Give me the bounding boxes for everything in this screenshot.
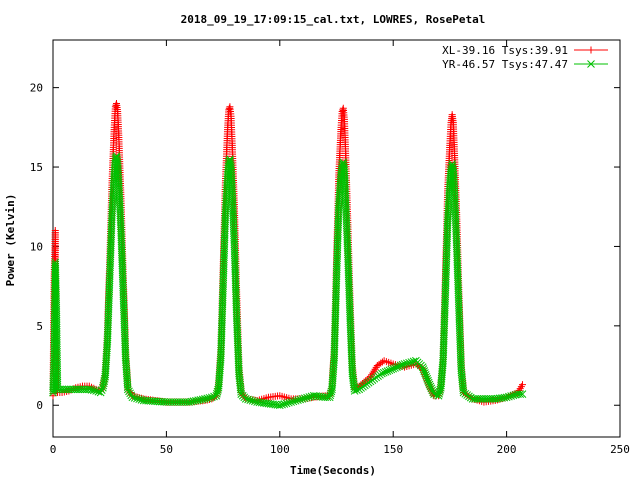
legend-label: YR-46.57 Tsys:47.47 (442, 58, 568, 71)
series-point (287, 398, 295, 406)
series-layer (49, 100, 527, 410)
series-point (296, 395, 305, 404)
series-point (189, 397, 198, 406)
series-point (244, 395, 252, 404)
series-point (426, 382, 435, 391)
series-point (123, 385, 132, 394)
x-tick-label: 250 (610, 443, 630, 456)
series-point (282, 399, 291, 408)
series-point (419, 365, 428, 373)
series-point (203, 394, 212, 403)
series-point (338, 107, 346, 115)
series-point (96, 388, 105, 397)
series-point (237, 387, 245, 396)
series-point (194, 396, 203, 405)
series-point (248, 396, 257, 405)
series-point (127, 391, 136, 400)
series-point (353, 386, 361, 395)
series-point (85, 385, 94, 394)
series-point (427, 384, 436, 393)
x-tick-label: 0 (50, 443, 57, 456)
series-point (185, 398, 193, 406)
series-point (418, 363, 427, 371)
series-point (289, 397, 298, 406)
series-point (278, 400, 286, 409)
series-point (187, 397, 196, 406)
series-point (509, 391, 518, 400)
series-point (300, 394, 309, 403)
series-point (246, 396, 255, 405)
series-point (405, 358, 413, 367)
series-point (125, 387, 133, 396)
series-point (133, 394, 141, 403)
series-point (339, 106, 347, 114)
x-tick-label: 150 (383, 443, 403, 456)
series-point (225, 106, 233, 114)
y-tick-label: 15 (30, 161, 43, 174)
series-point (294, 396, 302, 405)
series-point (285, 398, 293, 407)
series-point (502, 393, 511, 402)
y-tick-label: 20 (30, 82, 43, 95)
series-point (192, 396, 200, 405)
series-point (507, 392, 515, 400)
series-point (225, 104, 233, 112)
series-point (421, 371, 430, 379)
series-point (398, 360, 407, 369)
series-point (291, 396, 300, 405)
series-point (201, 395, 209, 403)
series-point (350, 387, 359, 395)
series-point (87, 386, 96, 394)
series-point (280, 400, 289, 408)
series-point (421, 369, 429, 377)
x-tick-label: 200 (497, 443, 517, 456)
series-point (89, 386, 98, 395)
series-point (305, 393, 314, 401)
legend-label: XL-39.16 Tsys:39.91 (442, 44, 568, 57)
x-tick-label: 100 (270, 443, 290, 456)
series-point (587, 46, 595, 54)
series-point (423, 374, 432, 383)
series-point (303, 393, 311, 402)
series-point (123, 383, 132, 391)
series-point (587, 60, 595, 68)
series-point (420, 367, 429, 375)
series-point (518, 381, 526, 389)
series-point (505, 392, 513, 401)
series-point (424, 378, 433, 387)
series-point (422, 372, 431, 381)
x-axis-label: Time(Seconds) (290, 464, 376, 477)
series-point (97, 386, 106, 395)
series-point (459, 386, 468, 395)
series-point (400, 360, 409, 368)
series-point (128, 393, 137, 402)
y-tick-label: 5 (36, 320, 43, 333)
series-x (49, 152, 527, 410)
chart-title: 2018_09_19_17:09:15_cal.txt, LOWRES, Ros… (181, 13, 486, 26)
series-point (196, 395, 205, 404)
series-point (205, 393, 214, 402)
series-point (241, 395, 250, 403)
series-point (424, 376, 432, 385)
series-point (518, 390, 527, 398)
series-point (135, 395, 144, 404)
y-tick-label: 0 (36, 399, 43, 412)
plot-frame (52, 39, 621, 438)
axis-ticks: 0 50 100 150 200 250 0 5 10 15 20 (30, 40, 630, 456)
series-point (402, 359, 411, 368)
series-point (130, 394, 139, 402)
series-point (250, 397, 259, 406)
series-point (500, 393, 509, 402)
series-point (198, 395, 207, 404)
x-tick-label: 50 (160, 443, 173, 456)
series-point (275, 401, 284, 410)
series-point (516, 390, 525, 398)
y-axis-label: Power (Kelvin) (4, 194, 17, 287)
y-tick-label: 10 (30, 240, 43, 253)
series-point (425, 380, 434, 389)
series-point (407, 358, 416, 366)
series-point (298, 395, 307, 403)
